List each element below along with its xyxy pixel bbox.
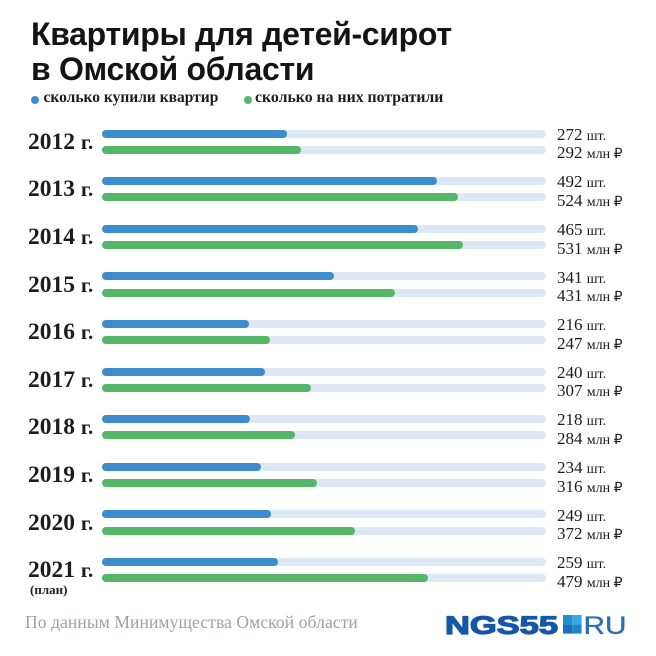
svg-text:NGS55: NGS55	[445, 612, 558, 640]
svg-text:RU: RU	[584, 612, 627, 640]
